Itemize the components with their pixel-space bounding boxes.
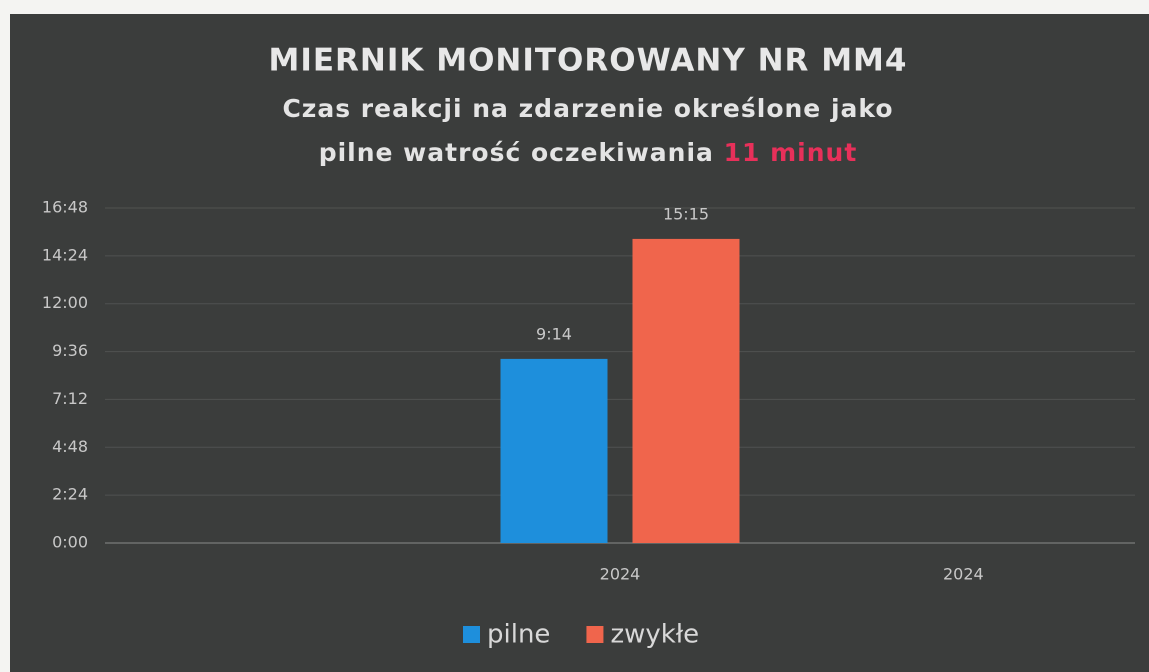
value-label: 9:14 (536, 324, 572, 343)
legend-label: pilne (487, 620, 550, 650)
subtitle-highlight: 11 minut (724, 138, 858, 167)
x-tick-label: 2024 (943, 565, 984, 584)
subtitle-text: pilne watrość oczekiwania (319, 138, 714, 167)
y-tick-label: 9:36 (52, 341, 88, 360)
legend-swatch (463, 626, 480, 643)
y-tick-label: 14:24 (42, 245, 88, 264)
x-tick-label: 2024 (600, 565, 641, 584)
y-tick-label: 0:00 (52, 533, 88, 552)
y-tick-label: 2:24 (52, 485, 88, 504)
bar (500, 358, 608, 543)
chart-subtitle: Czas reakcji na zdarzenie określone jako (282, 94, 893, 123)
y-tick-label: 12:00 (42, 293, 88, 312)
legend-label: zwykłe (610, 620, 699, 650)
value-label: 15:15 (663, 204, 709, 223)
chart-background (10, 14, 1149, 672)
y-tick-label: 7:12 (52, 389, 88, 408)
y-tick-label: 4:48 (52, 437, 88, 456)
y-tick-label: 16:48 (42, 198, 88, 217)
chart-title: MIERNIK MONITOROWANY NR MM4 (269, 43, 908, 79)
chart-subtitle: pilne watrość oczekiwania 11 minut (319, 138, 858, 167)
bar (632, 238, 740, 543)
legend-swatch (586, 626, 604, 643)
